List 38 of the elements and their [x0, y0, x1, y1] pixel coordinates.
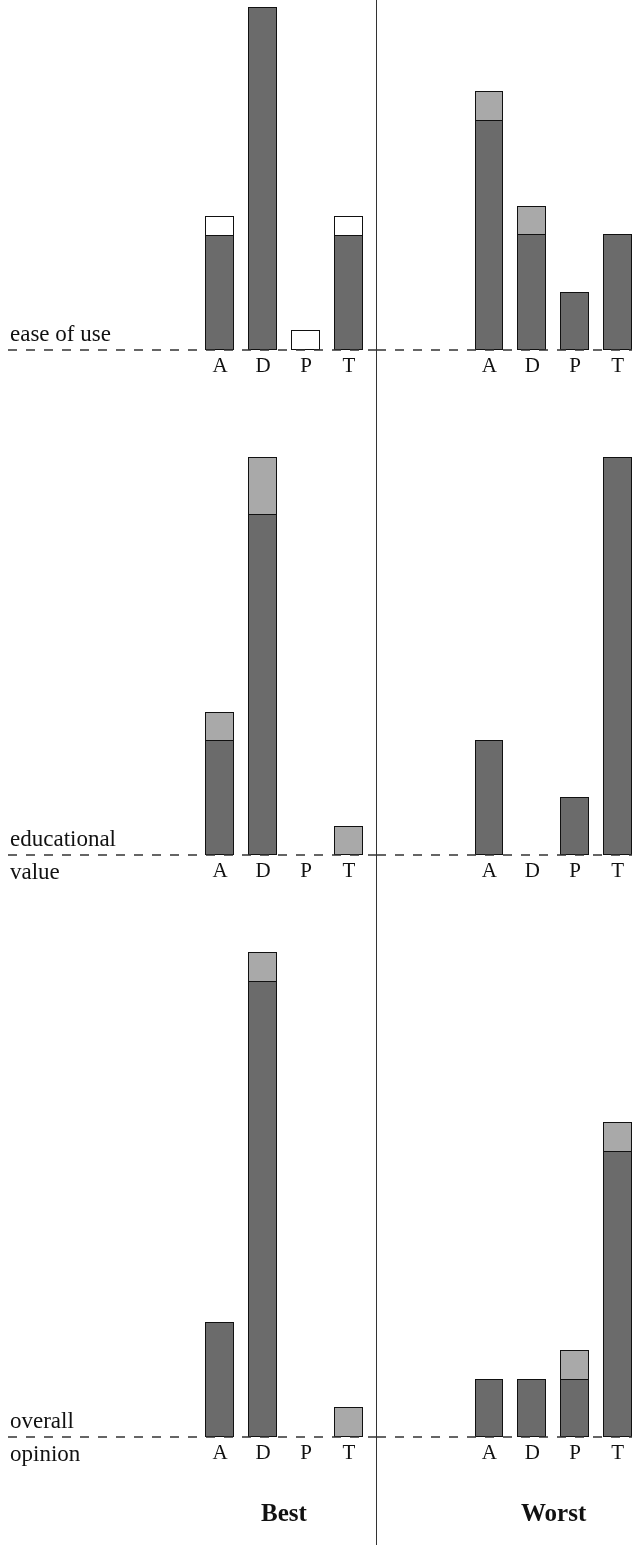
x-tick-label: T [611, 1440, 625, 1464]
x-tick-label: D [255, 353, 271, 377]
text: overall opinion [10, 1408, 81, 1466]
x-tick-label: A [212, 353, 229, 377]
x-axis-title: Worst [521, 1499, 587, 1526]
x-tick-label: P [300, 353, 312, 377]
x-tick-label: D [524, 353, 540, 377]
x-tick-label: P [300, 1440, 312, 1464]
bar [602, 233, 632, 350]
x-tick-label: P [569, 858, 581, 882]
x-tick-label: P [569, 1440, 581, 1464]
bar [559, 291, 589, 350]
x-tick-label: D [524, 1440, 540, 1464]
text: ease of use [10, 321, 111, 346]
x-tick-label: A [212, 858, 229, 882]
x-tick-label: D [255, 858, 271, 882]
x-tick-label: T [342, 353, 356, 377]
x-tick-label: P [569, 353, 581, 377]
x-tick-label: A [481, 858, 498, 882]
x-tick-label: T [611, 858, 625, 882]
text: educational value [10, 826, 117, 884]
bar [204, 1321, 234, 1437]
x-tick-label: T [342, 1440, 356, 1464]
bar [333, 825, 363, 855]
bar [247, 6, 277, 350]
x-tick-label: A [212, 1440, 229, 1464]
bar [290, 329, 320, 350]
x-tick-label: A [481, 353, 498, 377]
x-tick-label: D [524, 858, 540, 882]
bar [474, 1378, 503, 1437]
x-tick-label: P [300, 858, 312, 882]
x-tick-label: D [255, 1440, 271, 1464]
x-tick-label: A [481, 1440, 498, 1464]
x-axis-title: Best [261, 1499, 308, 1526]
bar [516, 1378, 546, 1437]
x-tick-label: T [611, 353, 625, 377]
bar [333, 1406, 363, 1437]
x-tick-label: T [342, 858, 356, 882]
